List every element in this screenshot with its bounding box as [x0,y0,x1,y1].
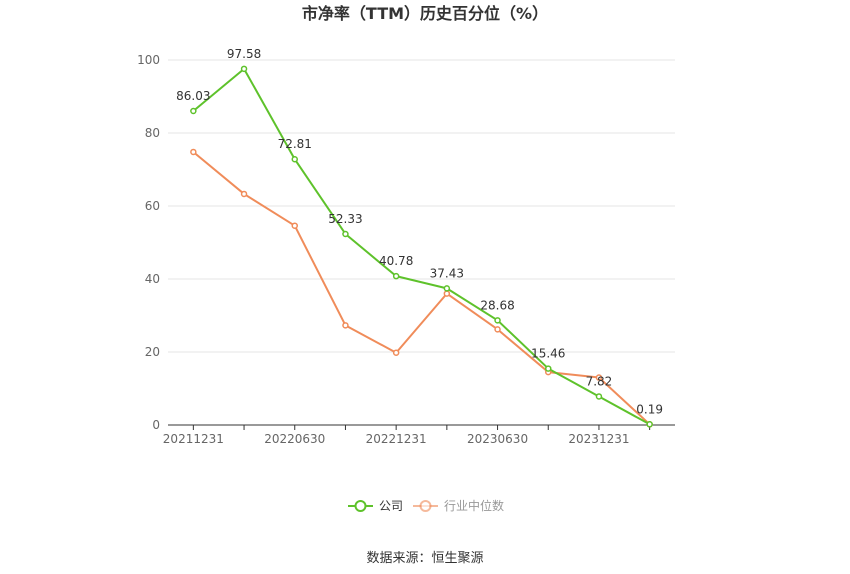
data-label: 86.03 [176,89,210,103]
x-tick-label: 20220630 [264,432,325,446]
chart-title: 市净率（TTM）历史百分位（%） [302,4,548,23]
grid [168,59,675,353]
data-label: 28.68 [480,298,514,312]
data-point [392,349,400,356]
legend: 公司 行业中位数 [348,498,504,513]
legend-marker [419,500,432,512]
data-point [443,285,451,292]
data-point [190,107,197,115]
data-point [190,148,197,156]
y-tick-label: 80 [145,126,160,140]
data-label: 97.58 [227,47,261,61]
data-point [595,393,603,400]
data-point [494,317,501,324]
data-point [342,322,349,329]
data-point [494,326,501,333]
x-tick-label: 20230630 [467,432,528,446]
y-tick-label: 0 [152,418,160,432]
x-tick-label: 20231231 [568,432,629,446]
series-line-1 [192,151,651,426]
x-tick-label: 20211231 [163,432,224,446]
data-point [545,365,552,372]
legend-label: 公司 [379,499,403,513]
data-point [595,374,603,381]
series-lines [192,67,651,426]
data-point [240,190,248,198]
data-label: 40.78 [379,254,413,268]
data-label: 37.43 [430,266,464,280]
data-point [646,421,653,428]
legend-label: 行业中位数 [444,498,504,513]
data-point [291,222,298,229]
y-tick-label: 20 [145,345,160,359]
data-label: 7.82 [586,374,613,388]
data-label: 52.33 [328,212,362,226]
x-axis: 20211231 20220630 20221231 20230630 20231231 [163,424,675,446]
source-note: 数据来源：恒生聚源 [366,551,483,566]
x-tick-label: 20221231 [366,432,427,446]
data-label: 15.46 [531,347,565,361]
y-tick-label: 40 [145,272,160,286]
data-point [240,65,248,73]
y-tick-label: 60 [145,199,160,213]
data-point [392,272,400,280]
y-axis: 0 20 40 60 80 100 [137,53,160,432]
data-point [342,230,349,238]
series-points [190,65,653,428]
series-line-0 [192,67,651,426]
data-point [291,155,298,163]
data-label: 0.19 [636,402,663,416]
data-label: 72.81 [278,137,312,151]
data-point [443,290,451,297]
y-tick-label: 100 [137,53,160,67]
legend-marker [354,500,367,512]
data-labels: 86.03 97.58 72.81 52.33 40.78 37.43 28.68 15.46… [176,47,663,416]
